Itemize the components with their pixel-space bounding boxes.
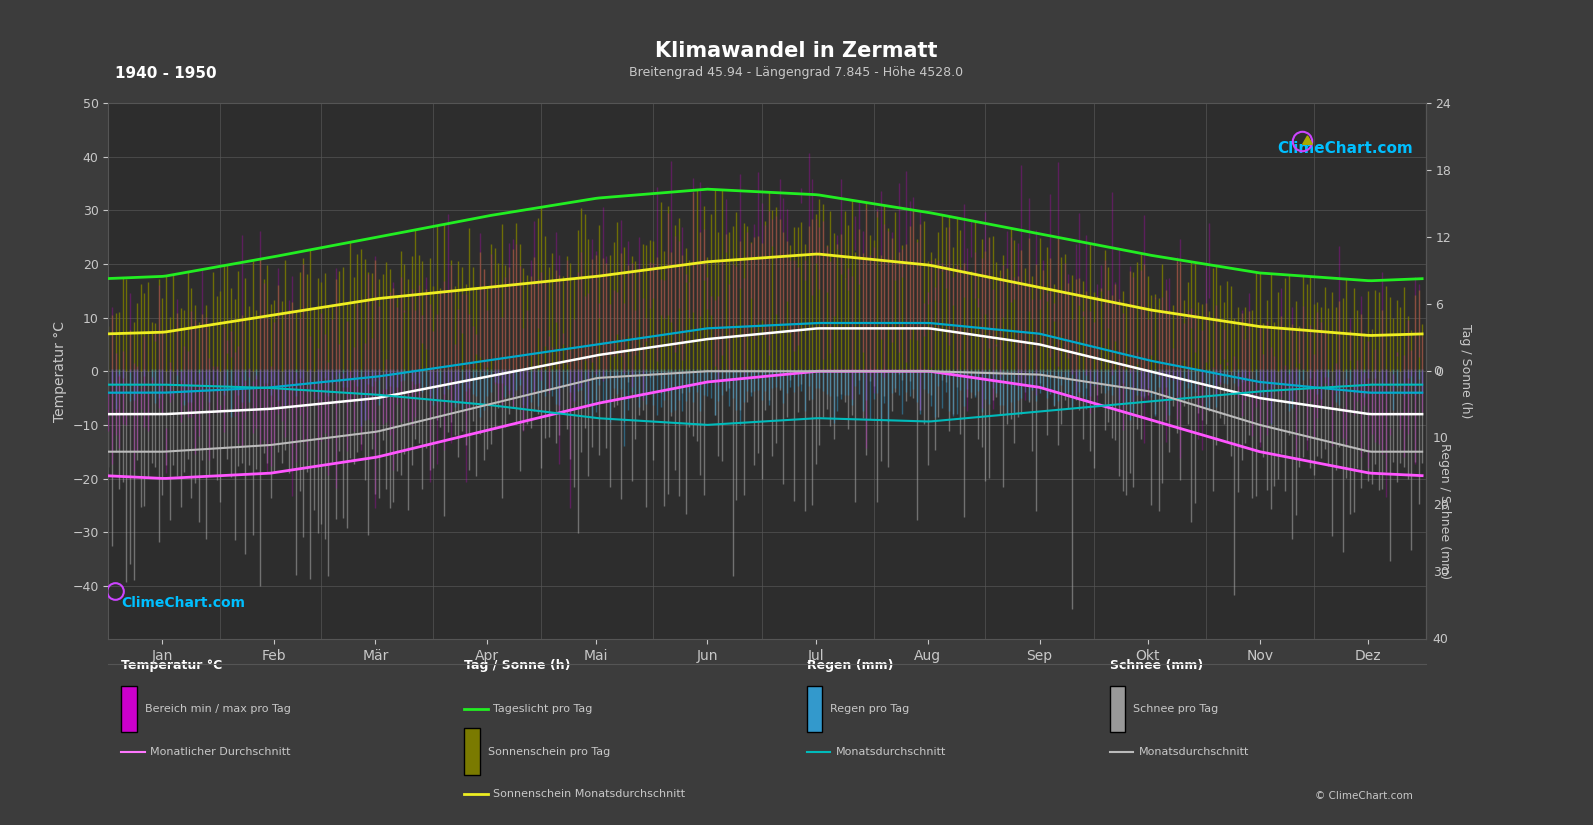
Text: ClimeChart.com: ClimeChart.com <box>121 596 245 610</box>
Text: Monatsdurchschnitt: Monatsdurchschnitt <box>1139 747 1249 757</box>
Text: ClimeChart.com: ClimeChart.com <box>1278 140 1413 156</box>
Text: Sonnenschein Monatsdurchschnitt: Sonnenschein Monatsdurchschnitt <box>492 790 685 799</box>
FancyBboxPatch shape <box>1110 686 1125 732</box>
Text: Schnee (mm): Schnee (mm) <box>1110 659 1203 672</box>
FancyBboxPatch shape <box>806 686 822 732</box>
Text: Klimawandel in Zermatt: Klimawandel in Zermatt <box>655 41 938 61</box>
Text: 40: 40 <box>1432 633 1448 646</box>
Text: Regen / Schnee (mm): Regen / Schnee (mm) <box>1438 444 1451 579</box>
FancyBboxPatch shape <box>464 728 479 775</box>
Text: Bereich min / max pro Tag: Bereich min / max pro Tag <box>145 704 292 714</box>
Text: Regen pro Tag: Regen pro Tag <box>830 704 910 714</box>
FancyBboxPatch shape <box>121 686 137 732</box>
Text: Monatlicher Durchschnitt: Monatlicher Durchschnitt <box>150 747 292 757</box>
Text: 30: 30 <box>1432 566 1448 579</box>
Text: © ClimeChart.com: © ClimeChart.com <box>1314 791 1413 801</box>
Text: Temperatur °C: Temperatur °C <box>121 659 223 672</box>
Text: 20: 20 <box>1432 499 1448 512</box>
Y-axis label: Tag / Sonne (h): Tag / Sonne (h) <box>1459 324 1472 418</box>
Text: 1940 - 1950: 1940 - 1950 <box>115 66 217 81</box>
Text: 0: 0 <box>1432 365 1440 378</box>
Text: Tageslicht pro Tag: Tageslicht pro Tag <box>492 704 593 714</box>
Text: Monatsdurchschnitt: Monatsdurchschnitt <box>836 747 946 757</box>
Text: Tag / Sonne (h): Tag / Sonne (h) <box>464 659 570 672</box>
Text: Sonnenschein pro Tag: Sonnenschein pro Tag <box>487 747 610 757</box>
Text: Regen (mm): Regen (mm) <box>806 659 894 672</box>
Text: Breitengrad 45.94 - Längengrad 7.845 - Höhe 4528.0: Breitengrad 45.94 - Längengrad 7.845 - H… <box>629 66 964 79</box>
Y-axis label: Temperatur °C: Temperatur °C <box>53 321 67 422</box>
Text: Schnee pro Tag: Schnee pro Tag <box>1133 704 1219 714</box>
Text: 10: 10 <box>1432 431 1448 445</box>
